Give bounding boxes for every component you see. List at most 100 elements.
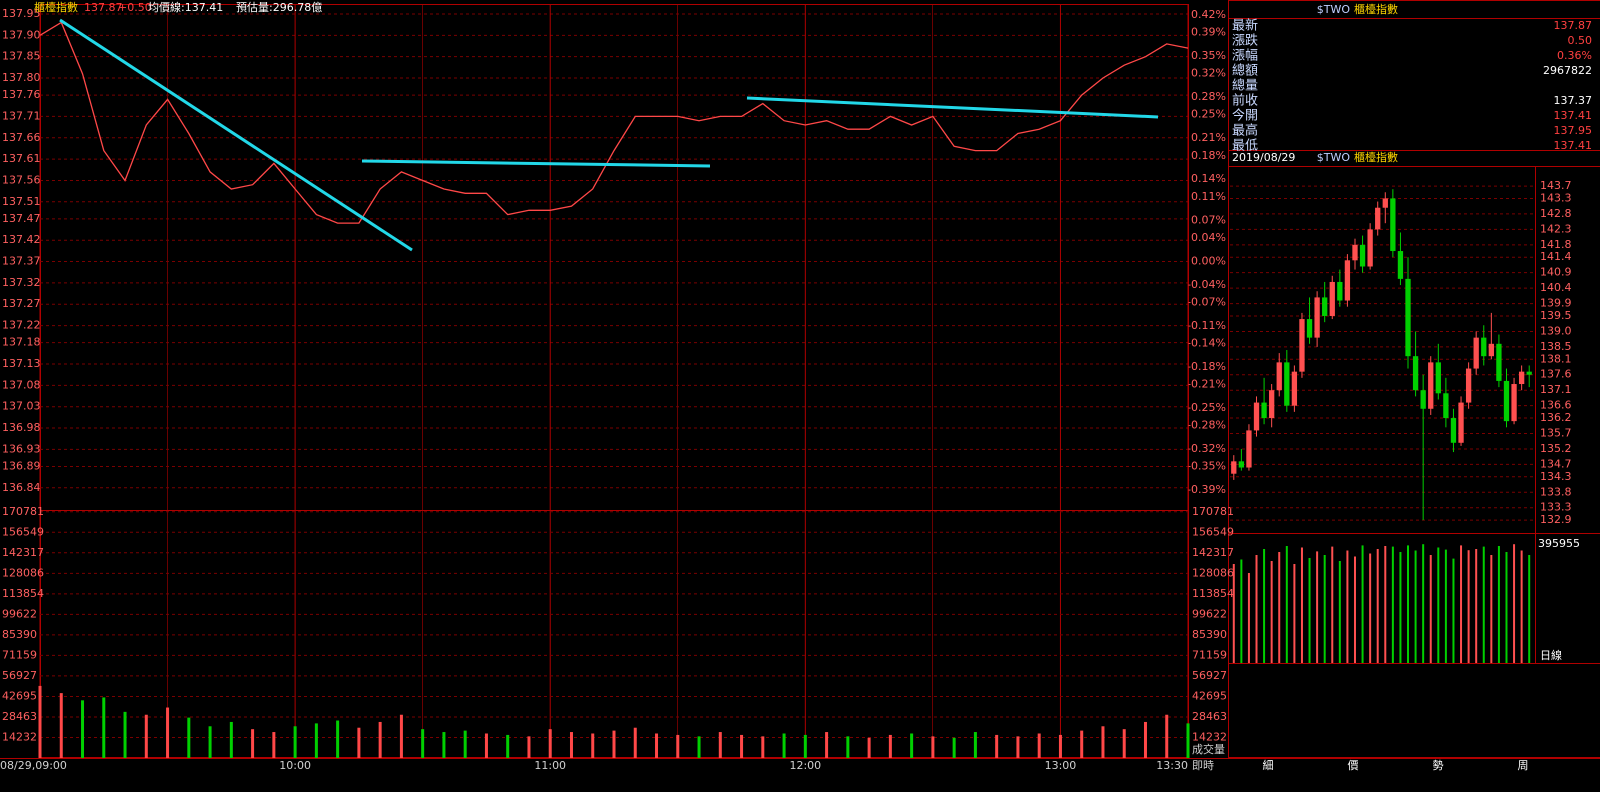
y-tick-label: 42695 [2, 689, 37, 702]
volume-bar [548, 729, 552, 758]
quote-label: 總量 [1232, 78, 1258, 94]
y-tick-label: 137.1 [1540, 383, 1572, 396]
y2-tick-label: 0.25% [1191, 108, 1226, 121]
y-tick-label: 128086 [2, 566, 44, 579]
y2-tick-label: 0.14% [1191, 172, 1226, 185]
volume-bar [782, 733, 786, 758]
volume-bar [208, 726, 212, 758]
candle-body [1526, 371, 1532, 375]
y-tick-label: 140.9 [1540, 266, 1572, 279]
candle-body [1473, 337, 1479, 369]
volume-bar [484, 733, 488, 758]
y-tick-label: 133.3 [1540, 501, 1572, 514]
candle-body [1291, 371, 1298, 406]
period-button[interactable]: 細 [1263, 759, 1274, 772]
candle-body [1344, 260, 1351, 301]
candle-body [1465, 368, 1472, 403]
y-tick-label: 142.3 [1540, 222, 1572, 235]
candle-body [1435, 362, 1441, 394]
quote-code: $TWO [1317, 3, 1351, 16]
y2-tick-label: -0.21% [1187, 378, 1226, 391]
volume-bar [144, 714, 148, 758]
quote-value: 2967822 [1543, 64, 1592, 77]
volume-bar [1101, 726, 1105, 758]
candle-body [1412, 356, 1419, 391]
price-line [39, 21, 1189, 224]
kline-date: 2019/08/29 [1232, 151, 1295, 164]
volume-bar [718, 732, 722, 758]
candle-body [1246, 430, 1252, 468]
y-tick-label: 135.7 [1540, 427, 1572, 440]
x-axis-label: 即時 [1192, 759, 1214, 772]
x-tick-label: 13:00 [1045, 759, 1077, 772]
candle-body [1511, 384, 1517, 422]
half-hour-guides [167, 4, 933, 758]
side-frame [1228, 0, 1600, 758]
y-tick-label: 128086 [1192, 566, 1234, 579]
candle-body [1518, 371, 1525, 385]
candle-body [1253, 402, 1260, 431]
quote-label: 漲幅 [1232, 49, 1258, 64]
y-tick-label: 139.0 [1540, 324, 1572, 337]
daily-volume-bar [1520, 550, 1523, 663]
daily-volume-bar [1369, 553, 1372, 663]
volume-bar [973, 732, 977, 758]
y-tick-label: 137.37 [2, 255, 41, 268]
volume-bar [442, 732, 446, 758]
period-buttons: 細價勢周 [1263, 758, 1529, 772]
y-tick-label: 137.13 [2, 357, 41, 370]
period-button[interactable]: 勢 [1433, 758, 1444, 772]
daily-volume-bar [1384, 546, 1387, 663]
candle-body [1458, 402, 1464, 443]
daily-volume-bar [1407, 545, 1410, 663]
daily-volume-bar [1232, 564, 1235, 663]
y-tick-label: 132.9 [1540, 513, 1572, 526]
quote-label: 今開 [1232, 108, 1258, 124]
candle-body [1443, 393, 1449, 419]
daily-volume-bar [1323, 555, 1326, 663]
y-tick-label: 42695 [1192, 689, 1227, 702]
y-tick-label: 136.6 [1540, 399, 1572, 412]
volume-bar [314, 723, 318, 758]
period-button[interactable]: 周 [1518, 759, 1529, 772]
volume-bar [59, 693, 63, 758]
volume-bar [229, 721, 233, 758]
candle-body [1375, 207, 1381, 230]
y-tick-label: 28463 [1192, 710, 1227, 723]
quote-value: 137.87 [1554, 19, 1593, 32]
daily-volume-bar [1444, 549, 1447, 663]
daily-volume-bar [1308, 558, 1311, 663]
y-tick-label: 137.6 [1540, 368, 1572, 381]
y-tick-label: 170781 [2, 505, 44, 518]
y2-tick-label: -0.04% [1187, 278, 1226, 291]
y-tick-label: 142317 [1192, 546, 1234, 559]
volume-bar [187, 717, 191, 758]
quote-value: 0.36% [1557, 49, 1592, 62]
y-tick-label: 142317 [2, 546, 44, 559]
y2-tick-label: -0.32% [1187, 442, 1226, 455]
x-tick-label: 11:00 [534, 759, 566, 772]
y2-tick-label: -0.14% [1187, 336, 1226, 349]
candle-body [1367, 229, 1373, 267]
daily-volume-bar [1240, 559, 1243, 663]
volume-bar [102, 697, 106, 758]
daily-volume-bar [1361, 545, 1364, 663]
candle-body [1450, 418, 1457, 443]
period-button[interactable]: 價 [1348, 758, 1359, 772]
y-tick-label: 137.51 [2, 195, 41, 208]
volume-bar [591, 733, 595, 758]
volume-bar [293, 726, 297, 758]
y-tick-label: 28463 [2, 710, 37, 723]
candle-body [1420, 390, 1426, 409]
y2-tick-label: -0.35% [1187, 460, 1226, 473]
y2-tick-label: 0.42% [1191, 8, 1226, 21]
y-tick-label: 137.66 [2, 131, 41, 144]
y2-tick-label: 0.35% [1191, 49, 1226, 62]
plot-layer: 137.95 137.90 137.85 137.80 137.76 137.71 137.… [0, 4, 1580, 772]
daily-volume-bar [1293, 564, 1296, 663]
quote-value: 137.95 [1554, 124, 1593, 137]
y-tick-label: 137.95 [2, 7, 41, 20]
volume-bar [825, 732, 829, 758]
